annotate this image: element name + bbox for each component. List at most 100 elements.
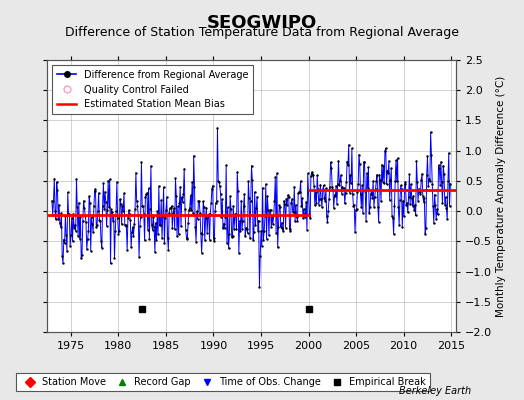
Point: [291, 218, 299, 224]
Point: [280, 198, 288, 204]
Point: [287, 200, 296, 206]
Point: [122, 223, 130, 230]
Point: [160, 240, 169, 246]
Point: [430, 191, 439, 198]
Point: [102, 198, 110, 205]
Point: [316, 182, 324, 188]
Point: [376, 177, 385, 183]
Point: [311, 189, 320, 196]
Point: [427, 152, 435, 158]
Point: [178, 194, 186, 200]
Point: [331, 193, 340, 200]
Point: [319, 182, 328, 189]
Point: [50, 176, 59, 182]
Point: [81, 213, 90, 219]
Point: [173, 203, 182, 210]
Point: [185, 205, 194, 211]
Point: [136, 214, 145, 220]
Point: [101, 189, 109, 195]
Point: [130, 221, 138, 227]
Point: [375, 172, 384, 178]
Point: [384, 170, 392, 177]
Point: [425, 178, 434, 185]
Point: [110, 212, 118, 218]
Point: [267, 224, 276, 230]
Point: [166, 205, 174, 211]
Point: [133, 198, 141, 204]
Point: [256, 252, 265, 259]
Point: [297, 203, 305, 210]
Point: [179, 191, 188, 197]
Point: [321, 197, 329, 204]
Point: [78, 252, 86, 258]
Point: [342, 178, 351, 185]
Point: [252, 222, 260, 228]
Point: [274, 224, 282, 230]
Point: [359, 159, 368, 166]
Point: [244, 178, 253, 184]
Point: [308, 171, 316, 177]
Point: [208, 186, 216, 192]
Point: [274, 244, 282, 250]
Point: [241, 233, 249, 239]
Point: [227, 206, 235, 212]
Point: [260, 228, 268, 234]
Point: [397, 186, 406, 193]
Point: [416, 188, 424, 195]
Point: [320, 195, 329, 201]
Point: [431, 202, 440, 208]
Point: [425, 175, 433, 182]
Point: [325, 183, 334, 190]
Point: [88, 221, 96, 227]
Point: [385, 158, 393, 164]
Point: [228, 233, 237, 240]
Point: [298, 195, 307, 202]
Point: [434, 162, 443, 169]
Point: [419, 198, 428, 205]
Point: [140, 237, 149, 244]
Point: [71, 222, 79, 228]
Point: [162, 207, 170, 214]
Point: [427, 129, 435, 135]
Point: [414, 186, 423, 192]
Point: [69, 210, 78, 217]
Point: [301, 210, 310, 217]
Point: [52, 179, 61, 185]
Point: [310, 183, 318, 190]
Point: [374, 203, 382, 210]
Point: [195, 198, 203, 205]
Point: [370, 204, 378, 210]
Point: [185, 207, 193, 213]
Point: [74, 200, 83, 206]
Point: [104, 177, 112, 184]
Point: [76, 214, 84, 220]
Point: [413, 179, 421, 185]
Point: [204, 213, 212, 220]
Point: [407, 181, 415, 188]
Point: [234, 188, 242, 194]
Point: [221, 214, 230, 220]
Point: [386, 177, 395, 183]
Point: [135, 254, 143, 260]
Point: [62, 232, 70, 238]
Point: [111, 228, 119, 234]
Point: [97, 244, 106, 251]
Point: [112, 208, 121, 215]
Point: [215, 179, 223, 185]
Point: [106, 260, 115, 266]
Point: [177, 223, 185, 229]
Point: [366, 204, 374, 210]
Point: [294, 190, 302, 196]
Point: [173, 233, 181, 240]
Point: [383, 168, 391, 174]
Point: [378, 178, 387, 185]
Point: [220, 220, 228, 227]
Point: [354, 181, 363, 188]
Point: [53, 187, 62, 194]
Point: [279, 228, 287, 234]
Point: [444, 177, 452, 184]
Point: [65, 210, 73, 217]
Point: [219, 225, 227, 231]
Point: [337, 190, 346, 197]
Point: [184, 220, 192, 226]
